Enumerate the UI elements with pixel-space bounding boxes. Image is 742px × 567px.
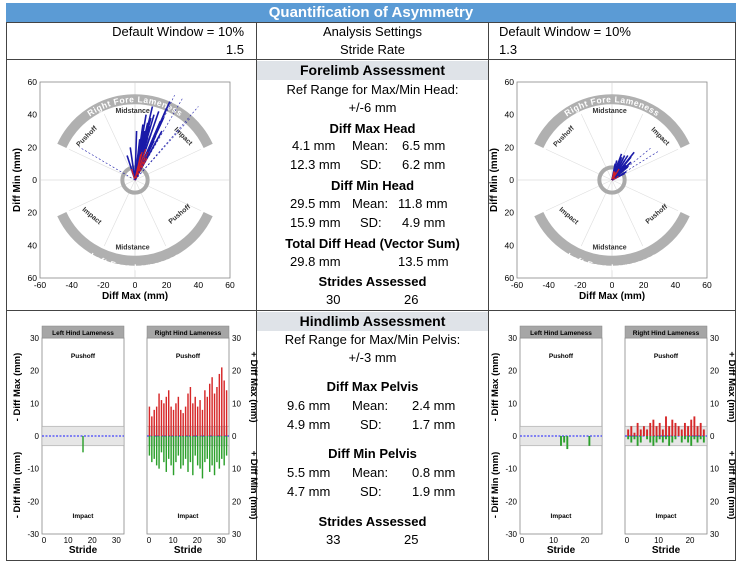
total-diff-head-left: 29.8 mm — [290, 254, 341, 269]
diff-min-head-sd-label: SD: — [360, 215, 382, 230]
forelimb-strides-title: Strides Assessed — [318, 274, 427, 289]
forelimb-ref-label: Ref Range for Max/Min Head: — [286, 82, 459, 97]
diff-min-head-mean: 11.8 mm — [398, 196, 448, 211]
diff-max-head-mean: 6.5 mm — [402, 138, 446, 153]
diff-min-head-value2: 15.9 mm — [290, 215, 341, 230]
total-diff-head-right: 13.5 mm — [398, 254, 449, 269]
hindlimb-ref-value: +/-3 mm — [348, 350, 397, 365]
hindlimb-strides-right: 25 — [404, 532, 419, 547]
right-default-window: Default Window = 10% — [499, 24, 631, 39]
diff-max-pelvis-title: Diff Max Pelvis — [326, 379, 419, 394]
diff-min-pelvis-mean: 0.8 mm — [412, 465, 456, 480]
diff-max-head-sd-label: SD: — [360, 157, 382, 172]
diff-max-pelvis-sd-label: SD: — [360, 417, 382, 432]
diff-max-pelvis-mean: 2.4 mm — [412, 398, 456, 413]
hindlimb-strides-title: Strides Assessed — [318, 514, 427, 529]
diff-min-head-mean-label: Mean: — [352, 196, 389, 211]
left-hind-cell — [6, 310, 257, 561]
diff-min-pelvis-value1: 5.5 mm — [287, 465, 331, 480]
diff-min-pelvis-sd-label: SD: — [360, 484, 382, 499]
diff-min-head-sd: 4.9 mm — [402, 215, 446, 230]
diff-min-head-value1: 29.5 mm — [290, 196, 341, 211]
diff-max-pelvis-mean-label: Mean: — [352, 398, 389, 413]
right-stride-rate: 1.3 — [499, 42, 518, 57]
diff-min-head-title: Diff Min Head — [330, 178, 415, 193]
hindlimb-header: Hindlimb Assessment — [257, 312, 488, 331]
diff-max-head-value2: 12.3 mm — [290, 157, 341, 172]
diff-max-pelvis-value1: 9.6 mm — [287, 398, 331, 413]
forelimb-strides-left: 30 — [326, 292, 341, 307]
left-stride-rate: 1.5 — [225, 42, 244, 57]
diff-max-pelvis-value2: 4.9 mm — [287, 417, 331, 432]
report-title: Quantification of Asymmetry — [6, 3, 736, 22]
left-polar-cell — [6, 59, 257, 311]
left-default-window: Default Window = 10% — [112, 24, 244, 39]
hindlimb-ref-label: Ref Range for Max/Min Pelvis: — [284, 332, 461, 347]
stride-rate-label: Stride Rate — [339, 42, 406, 57]
diff-max-pelvis-sd: 1.7 mm — [412, 417, 456, 432]
diff-min-pelvis-sd: 1.9 mm — [412, 484, 456, 499]
diff-max-head-sd: 6.2 mm — [402, 157, 446, 172]
analysis-settings-label: Analysis Settings — [323, 24, 422, 39]
diff-min-pelvis-title: Diff Min Pelvis — [328, 446, 417, 461]
forelimb-strides-right: 26 — [404, 292, 419, 307]
right-hind-cell — [488, 310, 736, 561]
forelimb-header: Forelimb Assessment — [257, 61, 488, 80]
diff-min-pelvis-mean-label: Mean: — [352, 465, 389, 480]
right-polar-cell — [488, 59, 736, 311]
hindlimb-strides-left: 33 — [326, 532, 341, 547]
forelimb-ref-value: +/-6 mm — [348, 100, 397, 115]
total-diff-head-title: Total Diff Head (Vector Sum) — [285, 236, 460, 251]
diff-min-pelvis-value2: 4.7 mm — [287, 484, 331, 499]
diff-max-head-mean-label: Mean: — [352, 138, 389, 153]
diff-max-head-title: Diff Max Head — [329, 121, 416, 136]
diff-max-head-value1: 4.1 mm — [292, 138, 336, 153]
